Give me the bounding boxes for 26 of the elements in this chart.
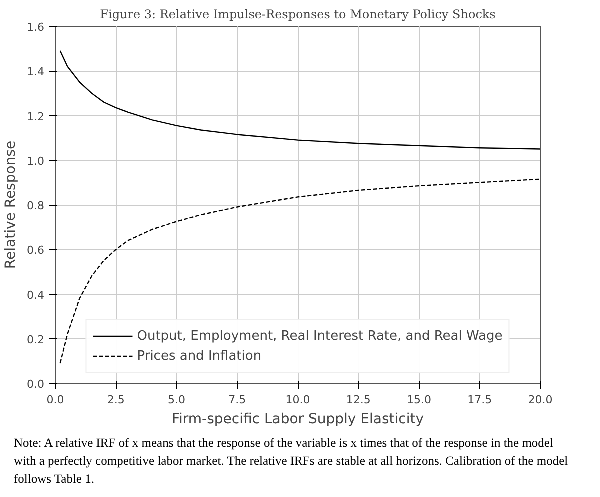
x-axis-title: Firm-specific Labor Supply Elasticity [172,412,424,428]
x-tick-label: 12.5 [346,394,371,406]
legend-label: Output, Employment, Real Interest Rate, and Real Wage [137,328,503,344]
line-series [60,50,540,150]
x-tick-label: 7.5 [228,394,246,406]
y-tick-label: 1.0 [27,154,45,168]
y-tick-label: 0.4 [27,288,45,302]
y-tick-label: 1.2 [27,110,45,124]
x-tick-label: 5.0 [168,394,186,406]
x-tick-label: 10.0 [286,394,310,406]
y-axis-title: Relative Response [3,140,20,270]
x-tick-label: 0.0 [46,394,64,406]
y-tick-label: 0.2 [27,333,45,346]
x-tick-label: 15.0 [407,394,432,406]
x-tick-label: 17.5 [468,394,492,406]
line-series [60,178,540,364]
y-tick-label: 0.8 [27,200,45,212]
y-tick-label: 0.6 [27,244,45,258]
y-tick-label: 1.6 [27,21,45,34]
chart-title: Figure 3: Relative Impulse-Responses to Monetary Policy Shocks [100,8,496,22]
y-tick-label: 1.4 [27,66,45,79]
y-tick-label: 0.0 [27,378,45,391]
x-tick-label: 20.0 [528,394,553,406]
text: Note: A relative IRF of x means that the response of the variable is x times that of the response in the model with a perfectly competitive labor market. The relative IRFs are stable at all horizons. Calibration of the model follows Table 1. [14,435,570,488]
x-tick-label: 2.5 [107,394,125,406]
legend-label: Prices and Inflation [137,348,262,364]
